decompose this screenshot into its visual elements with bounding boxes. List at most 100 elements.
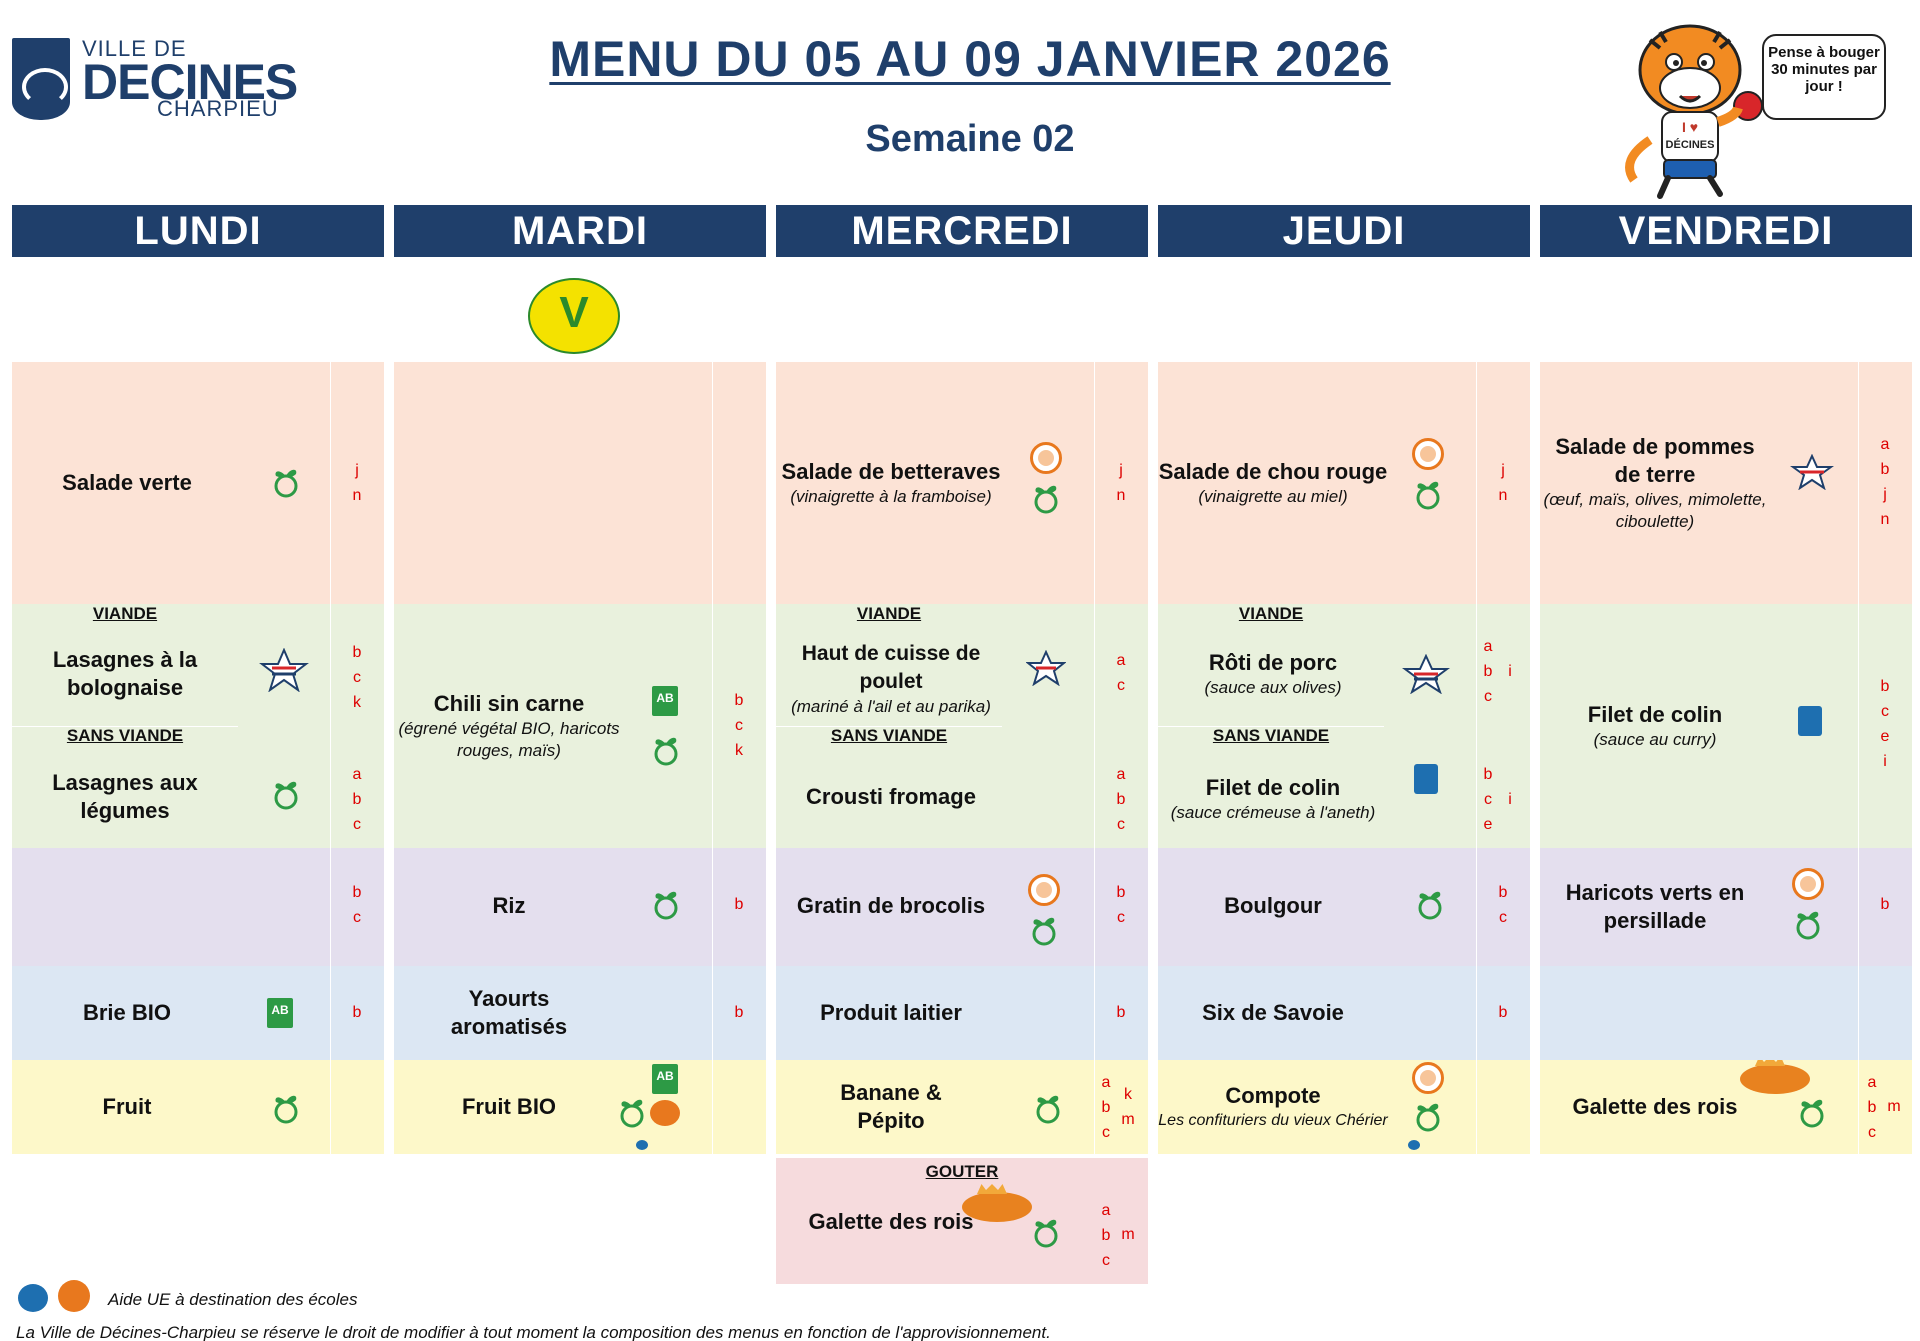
homemade-icon [1412, 438, 1444, 470]
day-header-vendredi-label: VENDREDI [1540, 205, 1912, 257]
mardi-accomp-row: Riz b [394, 848, 766, 966]
mardi-dessert-dish: Fruit BIO [461, 1094, 557, 1119]
lundi-laitier-dish: Brie BIO [82, 1000, 172, 1025]
lundi-laitier-row: Brie BIO AB b [12, 966, 384, 1060]
region-logo-icon [1408, 1140, 1420, 1150]
lundi-sans-viande-dish: Lasagnes aux légumes [52, 770, 198, 823]
vendredi-dessert-dish: Galette des rois [1572, 1094, 1738, 1119]
vendredi-dessert-row: Galette des rois a b c m [1540, 1060, 1912, 1154]
jeudi-entree-dish: Salade de chou rouge [1158, 459, 1388, 484]
salad-icon [654, 737, 678, 766]
mardi-accomp-dish: Riz [492, 893, 526, 918]
mercredi-viande-allergens: a c [1116, 652, 1126, 694]
vendredi-entree-row: Salade de pommes de terre (œuf, maïs, ol… [1540, 362, 1912, 604]
jeudi-laitier-allergens: b [1498, 1004, 1508, 1021]
lundi-laitier-allergens: b [352, 1004, 362, 1021]
eu-aid-note: Aide UE à destination des écoles [108, 1290, 358, 1309]
mercredi-gouter-dish: Galette des rois [808, 1209, 974, 1234]
logo-line2: DECINES [82, 54, 298, 110]
vendredi-plat-note: (sauce au curry) [1593, 730, 1717, 749]
mercredi-entree-note: (vinaigrette à la framboise) [790, 487, 992, 506]
mercredi-viande-note: (mariné à l'ail et au parika) [791, 697, 991, 716]
mercredi-accomp-row: Gratin de brocolis b c [776, 848, 1148, 966]
mardi-entree-row [394, 362, 766, 604]
mardi-laitier-row: Yaourts aromatisés b [394, 966, 766, 1060]
jeudi-accomp-allergens: b c [1498, 884, 1508, 926]
mardi-plat-dish: Chili sin carne [433, 691, 585, 716]
mercredi-laitier-dish: Produit laitier [820, 1000, 962, 1025]
vendredi-plat-dish: Filet de colin [1587, 702, 1723, 727]
ab-bio-icon: AB [652, 1064, 678, 1094]
salad-icon [1416, 481, 1440, 510]
jeudi-sans-viande-note: (sauce crémeuse à l'aneth) [1170, 803, 1376, 822]
svg-text:DÉCINES: DÉCINES [1666, 138, 1715, 151]
jeudi-laitier-dish: Six de Savoie [1202, 1000, 1344, 1025]
msc-fish-label-icon [1798, 706, 1822, 736]
lundi-viande-dish: Lasagnes à la bolognaise [52, 647, 198, 700]
jeudi-sans-viande-dish: Filet de colin [1205, 775, 1341, 800]
vendredi-plat-row: Filet de colin (sauce au curry) b c e i [1540, 604, 1912, 848]
jeudi-entree-allergens: j n [1498, 462, 1508, 504]
homemade-icon [1030, 442, 1062, 474]
v-label-icon: V [528, 278, 620, 354]
jeudi-accomp-row: Boulgour b c [1158, 848, 1530, 966]
vendredi-entree-dish: Salade de pommes de terre [1555, 434, 1755, 487]
ab-bio-icon: AB [267, 998, 293, 1028]
salad-icon [1032, 917, 1056, 946]
jeudi-laitier-row: Six de Savoie b [1158, 966, 1530, 1060]
homemade-icon [1028, 874, 1060, 906]
week-subtitle: Semaine 02 [865, 118, 1075, 160]
mercredi-dessert-row: Banane & Pépito a b c k m [776, 1060, 1148, 1154]
mercredi-entree-allergens: j n [1116, 462, 1126, 504]
mardi-plat-note: (égrené végétal BIO, haricots rouges, ma… [398, 719, 620, 760]
salad-icon [274, 469, 298, 498]
jeudi-viande-allergens: a b c [1483, 638, 1493, 705]
mardi-plat-allergens: b c k [734, 692, 744, 759]
mercredi-laitier-allergens: b [1116, 1004, 1126, 1021]
homemade-icon [1792, 868, 1824, 900]
fruit-school-program-icon [650, 1100, 680, 1126]
jeudi-viande-note: (sauce aux olives) [1204, 678, 1342, 697]
jeudi-viande-allergens-2: i [1508, 663, 1512, 680]
vendredi-dessert-allergens: a b c [1867, 1074, 1877, 1141]
french-pork-label-icon [1402, 654, 1450, 694]
vendredi-accomp-allergens: b [1880, 896, 1890, 913]
mercredi-gouter-row: GOUTER Galette des rois a b c m [776, 1158, 1148, 1284]
french-poultry-label-icon [1026, 650, 1066, 686]
mercredi-dessert-allergens: a b c [1101, 1074, 1111, 1141]
mercredi-viande-label: VIANDE [856, 604, 922, 623]
jeudi-plat-row: VIANDE Rôti de porc (sauce aux olives) a… [1158, 604, 1530, 848]
mercredi-dessert-allergens-2: k m [1121, 1086, 1135, 1128]
day-header-mardi: MARDI [394, 205, 766, 257]
salad-icon [1418, 891, 1442, 920]
vendredi-accomp-row: Haricots verts en persillade b [1540, 848, 1912, 966]
lundi-sans-viande-label: SANS VIANDE [66, 726, 184, 745]
day-header-jeudi: JEUDI [1158, 205, 1530, 257]
mercredi-laitier-row: Produit laitier b [776, 966, 1148, 1060]
disclaimer: La Ville de Décines-Charpieu se réserve … [16, 1323, 1051, 1341]
city-crest-icon [12, 38, 70, 120]
jeudi-dessert-dish: Compote [1225, 1083, 1321, 1108]
vendredi-entree-allergens: a b j n [1880, 436, 1890, 528]
jeudi-viande-dish: Rôti de porc [1208, 650, 1338, 675]
gouter-label: GOUTER [925, 1162, 999, 1181]
mardi-dessert-row: Fruit BIO AB [394, 1060, 766, 1154]
region-logo-icon [636, 1140, 648, 1150]
mardi-plat-row: Chili sin carne (égrené végétal BIO, har… [394, 604, 766, 848]
salad-icon [1800, 1099, 1824, 1128]
jeudi-entree-note: (vinaigrette au miel) [1198, 487, 1348, 506]
galette-icon [1740, 1064, 1810, 1094]
logo-line3: CHARPIEU [157, 96, 279, 121]
french-egg-label-icon [1790, 454, 1834, 490]
day-header-mercredi: MERCREDI [776, 205, 1148, 257]
speech-bubble: Pense à bouger 30 minutes par jour ! [1762, 34, 1886, 120]
salad-icon [1796, 911, 1820, 940]
v-label-letter: V [559, 288, 589, 337]
mercredi-entree-dish: Salade de betteraves [781, 459, 1001, 484]
lundi-entree-allergens: j n [352, 462, 362, 504]
day-header-lundi: LUNDI [12, 205, 384, 257]
msc-fish-label-icon [1414, 764, 1438, 794]
salad-icon [1036, 1095, 1060, 1124]
mardi-laitier-allergens: b [734, 1004, 744, 1021]
jeudi-sans-viande-label: SANS VIANDE [1212, 726, 1330, 745]
